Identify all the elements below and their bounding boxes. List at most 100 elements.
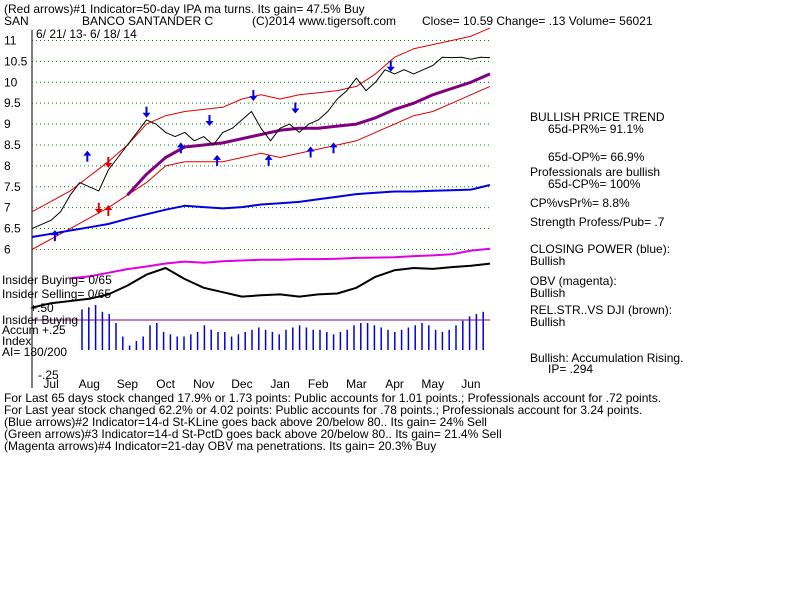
symbol-label: SAN (4, 14, 29, 28)
y-tick-label: 7 (4, 201, 11, 215)
accum-label: Accum (2, 323, 39, 337)
y-tick-label: 11 (4, 33, 17, 47)
index-label: Index (2, 334, 31, 348)
arrow-head (249, 95, 258, 101)
arrow-head (291, 108, 300, 114)
relstr-label: REL.STR..VS DJI (brown): (530, 303, 672, 317)
arrow-head (94, 208, 103, 214)
accumulation-bars (81, 305, 484, 350)
trend-heading: BULLISH PRICE TREND (530, 110, 665, 124)
arrow-head (386, 66, 395, 72)
down-arrow-icon (142, 106, 151, 118)
x-tick-label: Feb (308, 377, 329, 391)
y-tick-label: 9 (4, 117, 11, 131)
x-tick-label: May (421, 377, 444, 391)
indicator-header: (Red arrows)#1 Indicator=50-day IPA ma t… (4, 2, 365, 16)
professionals-status: Professionals are bullish (530, 165, 660, 179)
down-arrow-icon (205, 115, 214, 127)
accumulation-status: Bullish: Accumulation Rising. (530, 351, 683, 365)
price-tick-labels: 6 6.5 7 7.5 8 8.5 9 9.5 10 10.5 11 (4, 33, 28, 256)
arrow-head (104, 162, 113, 168)
up-arrow-icon (83, 150, 92, 162)
down-arrow-icon (94, 202, 103, 214)
obv-value: Bullish (530, 286, 565, 300)
price-gridlines (32, 39, 490, 250)
y-tick-label: 8.5 (4, 138, 21, 152)
upper-band-line (31, 27, 491, 213)
footer-line-2: For Last year stock changed 62.2% or 4.0… (4, 403, 642, 417)
x-tick-label: Apr (385, 377, 404, 391)
up-arrow-icon (176, 142, 185, 154)
relstr-line (31, 262, 491, 309)
closing-power-line (31, 184, 491, 238)
insider-buying-label-2: Insider Buying (2, 313, 78, 327)
x-tick-label: Aug (79, 377, 100, 391)
x-tick-label: Jul (43, 377, 58, 391)
down-arrow-icon (104, 156, 113, 168)
x-tick-label: Dec (231, 377, 252, 391)
strength-value: Strength Profess/Pub= .7 (530, 215, 665, 229)
footer-line-5: (Magenta arrows)#4 Indicator=21-day OBV … (4, 439, 436, 453)
x-tick-label: Jan (270, 377, 289, 391)
lower-band-line (31, 85, 491, 250)
signal-arrows (50, 60, 395, 242)
arrow-head (50, 230, 59, 236)
accum-plus25-label: +.25 (42, 323, 66, 337)
x-tick-label: Mar (346, 377, 367, 391)
relstr-value: Bullish (530, 315, 565, 329)
footer-line-4: (Green arrows)#3 Indicator=14-d St-PctD … (4, 427, 502, 441)
price-line (31, 56, 491, 230)
date-range: 6/ 21/ 13- 6/ 18/ 14 (36, 27, 137, 41)
cp65-value: 65d-CP%= 100% (548, 177, 641, 191)
y-tick-label: 6 (4, 242, 11, 256)
down-arrow-icon (386, 60, 395, 72)
y-tick-label: 10 (4, 75, 18, 89)
arrow-head (329, 142, 338, 148)
closing-power-label: CLOSING POWER (blue): (530, 242, 670, 256)
y-tick-label: 9.5 (4, 96, 21, 110)
up-arrow-icon (213, 154, 222, 166)
company-name: BANCO SANTANDER C (82, 14, 213, 28)
pr65-value: 65d-PR%= 91.1% (548, 122, 644, 136)
month-tick-labels: Jul Aug Sep Oct Nov Dec Jan Feb Mar Apr May Jun (43, 377, 480, 391)
y-tick-label: 7.5 (4, 180, 21, 194)
ip-value: IP= .294 (548, 362, 593, 376)
cp-vs-pr-value: CP%vsPr%= 8.8% (530, 196, 630, 210)
down-arrow-icon (291, 102, 300, 114)
obv-label: OBV (magenta): (530, 274, 617, 288)
footer-line-3: (Blue arrows)#2 Indicator=14-d St-KLine … (4, 415, 487, 429)
arrow-head (205, 121, 214, 127)
insider-buying-label: Insider Buying= 0/65 (2, 273, 112, 287)
up-arrow-icon (329, 142, 338, 154)
arrow-head (213, 154, 222, 160)
x-tick-label: Jun (461, 377, 480, 391)
down-arrow-icon (249, 89, 258, 101)
arrow-head (306, 146, 315, 152)
closing-power-value: Bullish (530, 254, 565, 268)
up-arrow-icon (50, 230, 59, 242)
up-arrow-icon (264, 154, 273, 166)
accum-minus25-label: -.25 (38, 368, 59, 382)
footer-line-1: For Last 65 days stock changed 17.9% or … (4, 391, 661, 405)
x-tick-label: Oct (156, 377, 175, 391)
x-tick-label: Nov (193, 377, 214, 391)
chart-series (31, 27, 491, 309)
arrow-head (142, 112, 151, 118)
obv-line (70, 247, 491, 280)
ma50-line (126, 72, 491, 197)
insider-selling-label: Insider Selling= 0/65 (2, 287, 111, 301)
copyright-label: (C)2014 www.tigersoft.com (252, 14, 396, 28)
ai-label: AI= 180/200 (2, 345, 67, 359)
accum-plus50-label: +.50 (30, 301, 54, 315)
y-tick-label: 6.5 (4, 222, 21, 236)
arrow-head (104, 205, 113, 211)
x-tick-label: Sep (117, 377, 139, 391)
y-tick-label: 8 (4, 159, 11, 173)
up-arrow-icon (104, 205, 113, 217)
quote-label: Close= 10.59 Change= .13 Volume= 56021 (422, 14, 653, 28)
arrow-head (176, 142, 185, 148)
arrow-head (264, 154, 273, 160)
y-tick-label: 10.5 (4, 54, 28, 68)
op65-value: 65d-OP%= 66.9% (548, 150, 645, 164)
